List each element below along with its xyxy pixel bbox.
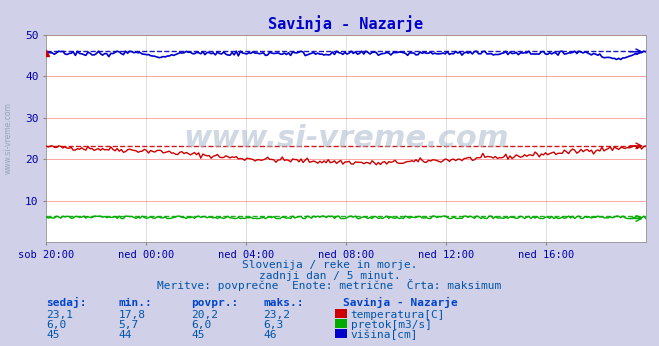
Text: povpr.:: povpr.:: [191, 298, 239, 308]
Text: 6,0: 6,0: [46, 320, 67, 330]
Text: višina[cm]: višina[cm]: [351, 330, 418, 340]
Title: Savinja - Nazarje: Savinja - Nazarje: [268, 15, 424, 32]
Text: temperatura[C]: temperatura[C]: [351, 310, 445, 320]
Text: 23,2: 23,2: [264, 310, 291, 320]
Text: www.si-vreme.com: www.si-vreme.com: [3, 102, 13, 174]
Text: 5,7: 5,7: [119, 320, 139, 330]
Text: Meritve: povprečne  Enote: metrične  Črta: maksimum: Meritve: povprečne Enote: metrične Črta:…: [158, 279, 501, 291]
Text: 45: 45: [191, 330, 204, 340]
Text: min.:: min.:: [119, 298, 152, 308]
Text: 45: 45: [46, 330, 59, 340]
Text: 44: 44: [119, 330, 132, 340]
Text: Savinja - Nazarje: Savinja - Nazarje: [343, 297, 457, 308]
Text: 17,8: 17,8: [119, 310, 146, 320]
Text: zadnji dan / 5 minut.: zadnji dan / 5 minut.: [258, 271, 401, 281]
Text: maks.:: maks.:: [264, 298, 304, 308]
Text: www.si-vreme.com: www.si-vreme.com: [183, 124, 509, 153]
Text: 6,3: 6,3: [264, 320, 284, 330]
Text: 20,2: 20,2: [191, 310, 218, 320]
Text: Slovenija / reke in morje.: Slovenija / reke in morje.: [242, 260, 417, 270]
Text: 23,1: 23,1: [46, 310, 73, 320]
Text: pretok[m3/s]: pretok[m3/s]: [351, 320, 432, 330]
Text: 6,0: 6,0: [191, 320, 212, 330]
Text: sedaj:: sedaj:: [46, 297, 86, 308]
Text: 46: 46: [264, 330, 277, 340]
